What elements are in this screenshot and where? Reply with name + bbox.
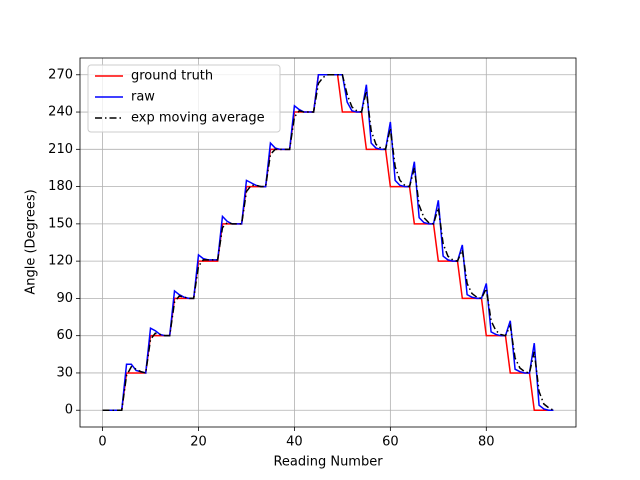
y-tick-label: 180 bbox=[48, 179, 73, 194]
y-tick-label: 240 bbox=[48, 105, 73, 120]
y-tick-label: 30 bbox=[56, 365, 73, 380]
y-axis-label: Angle (Degrees) bbox=[24, 189, 39, 294]
y-tick-label: 270 bbox=[48, 67, 73, 82]
y-tick-label: 120 bbox=[48, 254, 73, 269]
y-tick-label: 150 bbox=[48, 216, 73, 231]
x-tick-label: 40 bbox=[286, 435, 303, 450]
series-line bbox=[102, 74, 554, 411]
plot-frame bbox=[79, 57, 577, 428]
x-axis-label: Reading Number bbox=[273, 455, 383, 470]
x-tick-label: 20 bbox=[190, 435, 207, 450]
legend-label: ground truth bbox=[131, 69, 213, 84]
legend-box bbox=[87, 64, 281, 133]
x-tick-label: 0 bbox=[98, 435, 106, 450]
y-tick-label: 90 bbox=[56, 291, 73, 306]
y-tick-label: 210 bbox=[48, 142, 73, 157]
x-tick-label: 60 bbox=[382, 435, 399, 450]
legend-label: raw bbox=[131, 90, 155, 105]
y-tick-label: 60 bbox=[56, 328, 73, 343]
y-tick-label: 0 bbox=[65, 403, 73, 418]
x-tick-label: 80 bbox=[478, 435, 495, 450]
legend-label: exp moving average bbox=[131, 111, 265, 126]
